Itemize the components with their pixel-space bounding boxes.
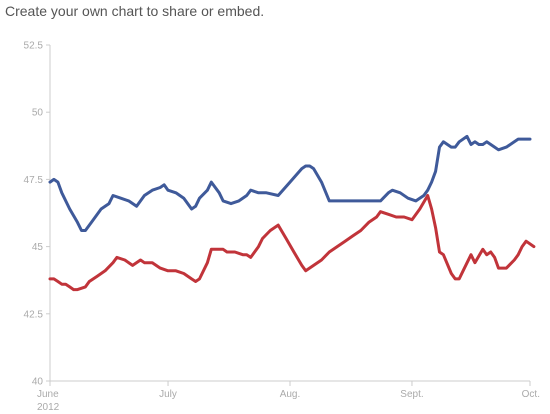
x-tick-label: Sept. <box>400 389 423 400</box>
page-heading: Create your own chart to share or embed. <box>5 3 265 19</box>
chart-series <box>48 134 536 292</box>
x-tick-label: July <box>159 389 177 400</box>
y-tick-label: 50 <box>32 108 44 119</box>
y-tick-label: 42.5 <box>24 309 44 320</box>
x-tick-sublabel: 2012 <box>37 402 60 413</box>
x-tick-label: June <box>37 389 59 400</box>
x-tick-label: Oct. <box>522 389 540 400</box>
y-tick-label: 47.5 <box>24 175 44 186</box>
x-tick-label: Aug. <box>280 389 301 400</box>
series-line-2 <box>48 194 536 292</box>
y-tick-label: 40 <box>32 377 44 388</box>
y-tick-label: 52.5 <box>24 41 44 52</box>
y-tick-label: 45 <box>32 242 44 253</box>
series-line-1 <box>48 134 532 232</box>
